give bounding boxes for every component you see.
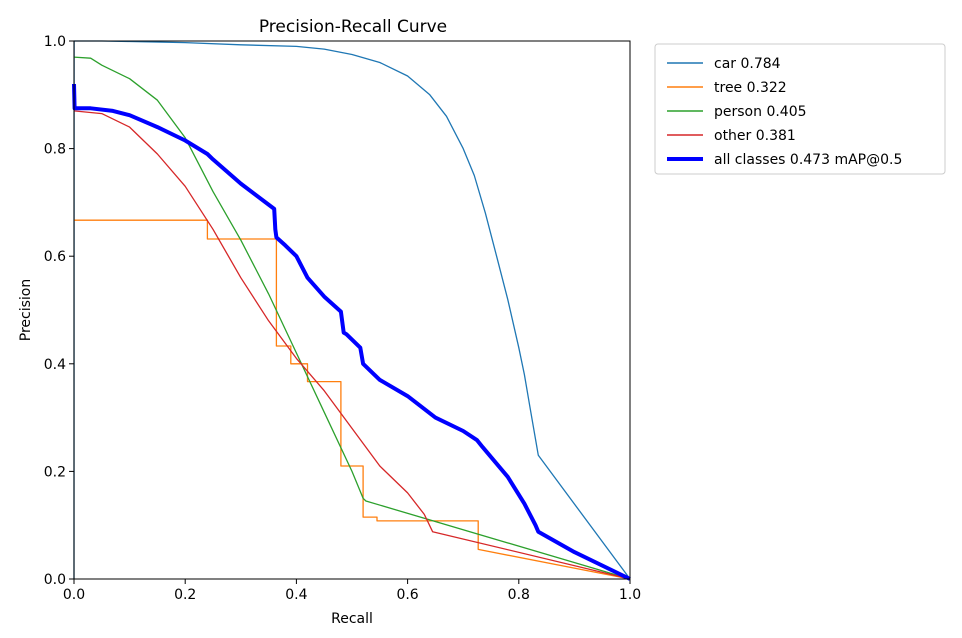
- legend-box: [654, 43, 946, 175]
- series-layer: [72, 40, 631, 581]
- chart-title: Precision-Recall Curve: [259, 17, 447, 37]
- legend: car 0.784 tree 0.322 person 0.405 other 0.3…: [654, 43, 946, 175]
- y-tick-label: 0.4: [44, 357, 66, 373]
- series-line-2: [73, 56, 631, 580]
- x-tick-label: 0.4: [285, 587, 307, 603]
- x-tick-label: 0.6: [396, 587, 418, 603]
- x-tick-label: 0.2: [174, 587, 196, 603]
- x-axis-label: Recall: [331, 611, 373, 627]
- y-tick-label: 0.6: [44, 249, 66, 265]
- x-tick-label: 1.0: [619, 587, 641, 603]
- plot-background: [74, 41, 630, 579]
- y-axis: 0.0 0.2 0.4 0.6 0.8 1.0: [44, 34, 74, 588]
- legend-label-4: all classes 0.473 mAP@0.5: [714, 152, 902, 168]
- legend-label-1: tree 0.322: [714, 80, 787, 96]
- legend-label-3: other 0.381: [714, 128, 796, 144]
- legend-label-0: car 0.784: [714, 56, 781, 72]
- legend-label-2: person 0.405: [714, 104, 807, 120]
- x-axis: 0.0 0.2 0.4 0.6 0.8 1.0: [63, 579, 641, 603]
- y-axis-label: Precision: [18, 279, 34, 341]
- y-tick-label: 0.8: [44, 142, 66, 158]
- plot-frame: [73, 40, 631, 580]
- y-tick-label: 0.0: [44, 572, 66, 588]
- plot-area: [72, 40, 631, 581]
- series-line-3: [73, 110, 631, 580]
- y-tick-label: 0.2: [44, 464, 66, 480]
- y-tick-label: 1.0: [44, 34, 66, 50]
- series-line-4: [72, 83, 631, 581]
- x-tick-label: 0.8: [508, 587, 530, 603]
- series-line-0: [73, 40, 631, 580]
- x-tick-label: 0.0: [63, 587, 85, 603]
